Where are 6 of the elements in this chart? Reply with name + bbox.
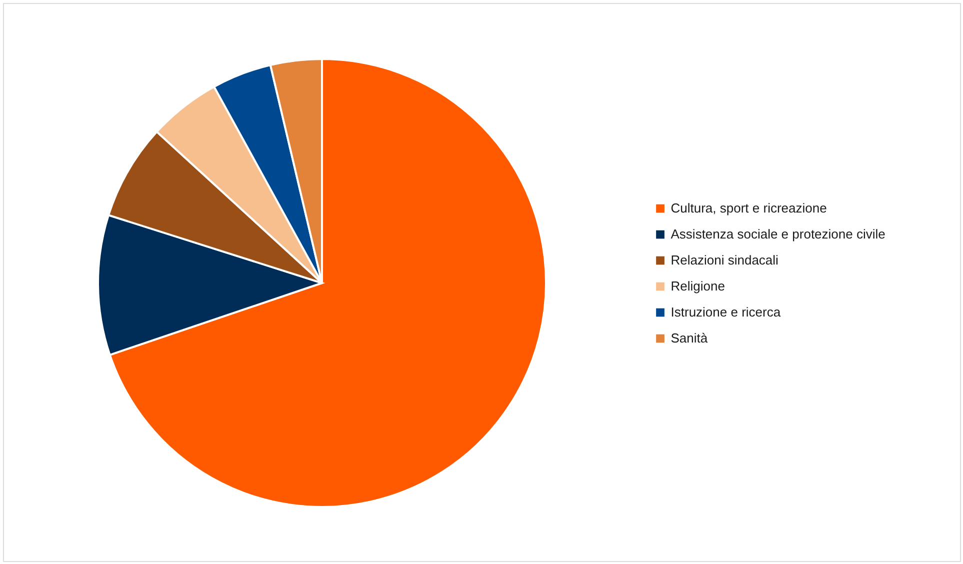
legend-label: Religione <box>670 278 725 294</box>
legend-label: Relazioni sindacali <box>670 252 779 268</box>
legend-label: Cultura, sport e ricreazione <box>670 200 827 216</box>
legend-label: Istruzione e ricerca <box>670 304 782 320</box>
legend-label: Sanità <box>670 330 708 346</box>
legend-label: Assistenza sociale e protezione civile <box>670 226 886 242</box>
